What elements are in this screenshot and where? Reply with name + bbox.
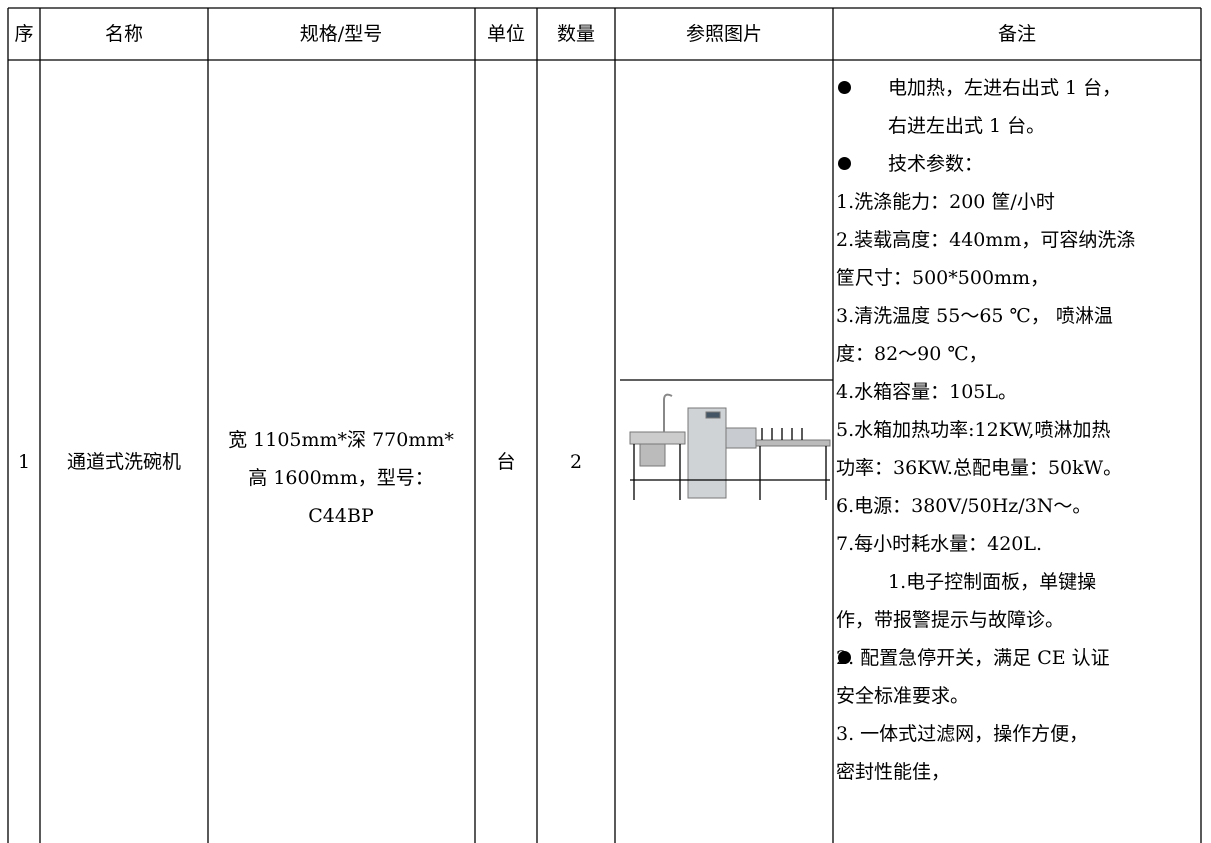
remark-line: 密封性能佳，: [836, 761, 951, 783]
row-number: 1: [17, 451, 31, 473]
bullet: [838, 651, 851, 664]
unit: 台: [496, 451, 516, 473]
remark-line: 1.电子控制面板，单键操: [888, 571, 1097, 593]
header-cell: 备注: [997, 23, 1037, 45]
remark-line: 2.装载高度：440mm，可容纳洗涤: [836, 229, 1136, 251]
remark-line: 度：82～90 ℃，: [836, 343, 988, 365]
remark-line: 3. 一体式过滤网，操作方便，: [836, 723, 1089, 745]
spec-line: 宽 1105mm*深 770mm*: [228, 429, 454, 451]
header-cell: 参照图片: [685, 23, 763, 45]
header-cell: 名称: [104, 23, 144, 45]
remark-line: 7.每小时耗水量：420L.: [836, 533, 1043, 555]
remark-line: 安全标准要求。: [836, 685, 970, 707]
header-cell: 规格/型号: [299, 23, 383, 45]
remark-line: 作，带报警提示与故障诊。: [836, 609, 1065, 631]
remark-line: 6.电源：380V/50Hz/3N～。: [836, 495, 1092, 517]
product-image: [629, 393, 831, 500]
remark-line: 电加热，左进右出式 1 台，: [888, 77, 1122, 99]
remark-line: 2. 配置急停开关，满足 CE 认证: [836, 647, 1110, 669]
header-cell: 序: [14, 23, 34, 45]
bullet: [838, 81, 851, 94]
header-cell: 单位: [486, 23, 526, 45]
item-name: 通道式洗碗机: [66, 451, 182, 473]
remark-line: 1.洗涤能力：200 筐/小时: [836, 191, 1055, 213]
remark-line: 5.水箱加热功率:12KW,喷淋加热: [836, 419, 1111, 441]
remark-line: 功率：36KW.总配电量：50kW。: [836, 457, 1123, 479]
spec-line: C44BP: [308, 505, 374, 527]
spec-line: 高 1600mm，型号：: [248, 467, 434, 489]
remark-line: 3.清洗温度 55～65 ℃， 喷淋温: [836, 305, 1113, 327]
remark-line: 筐尺寸：500*500mm，: [836, 267, 1050, 289]
quantity: 2: [569, 451, 583, 473]
remark-line: 右进左出式 1 台。: [888, 115, 1046, 137]
remark-line: 技术参数：: [888, 153, 984, 175]
header-cell: 数量: [556, 23, 596, 45]
remark-line: 4.水箱容量：105L。: [836, 381, 1018, 403]
bullet: [838, 157, 851, 170]
